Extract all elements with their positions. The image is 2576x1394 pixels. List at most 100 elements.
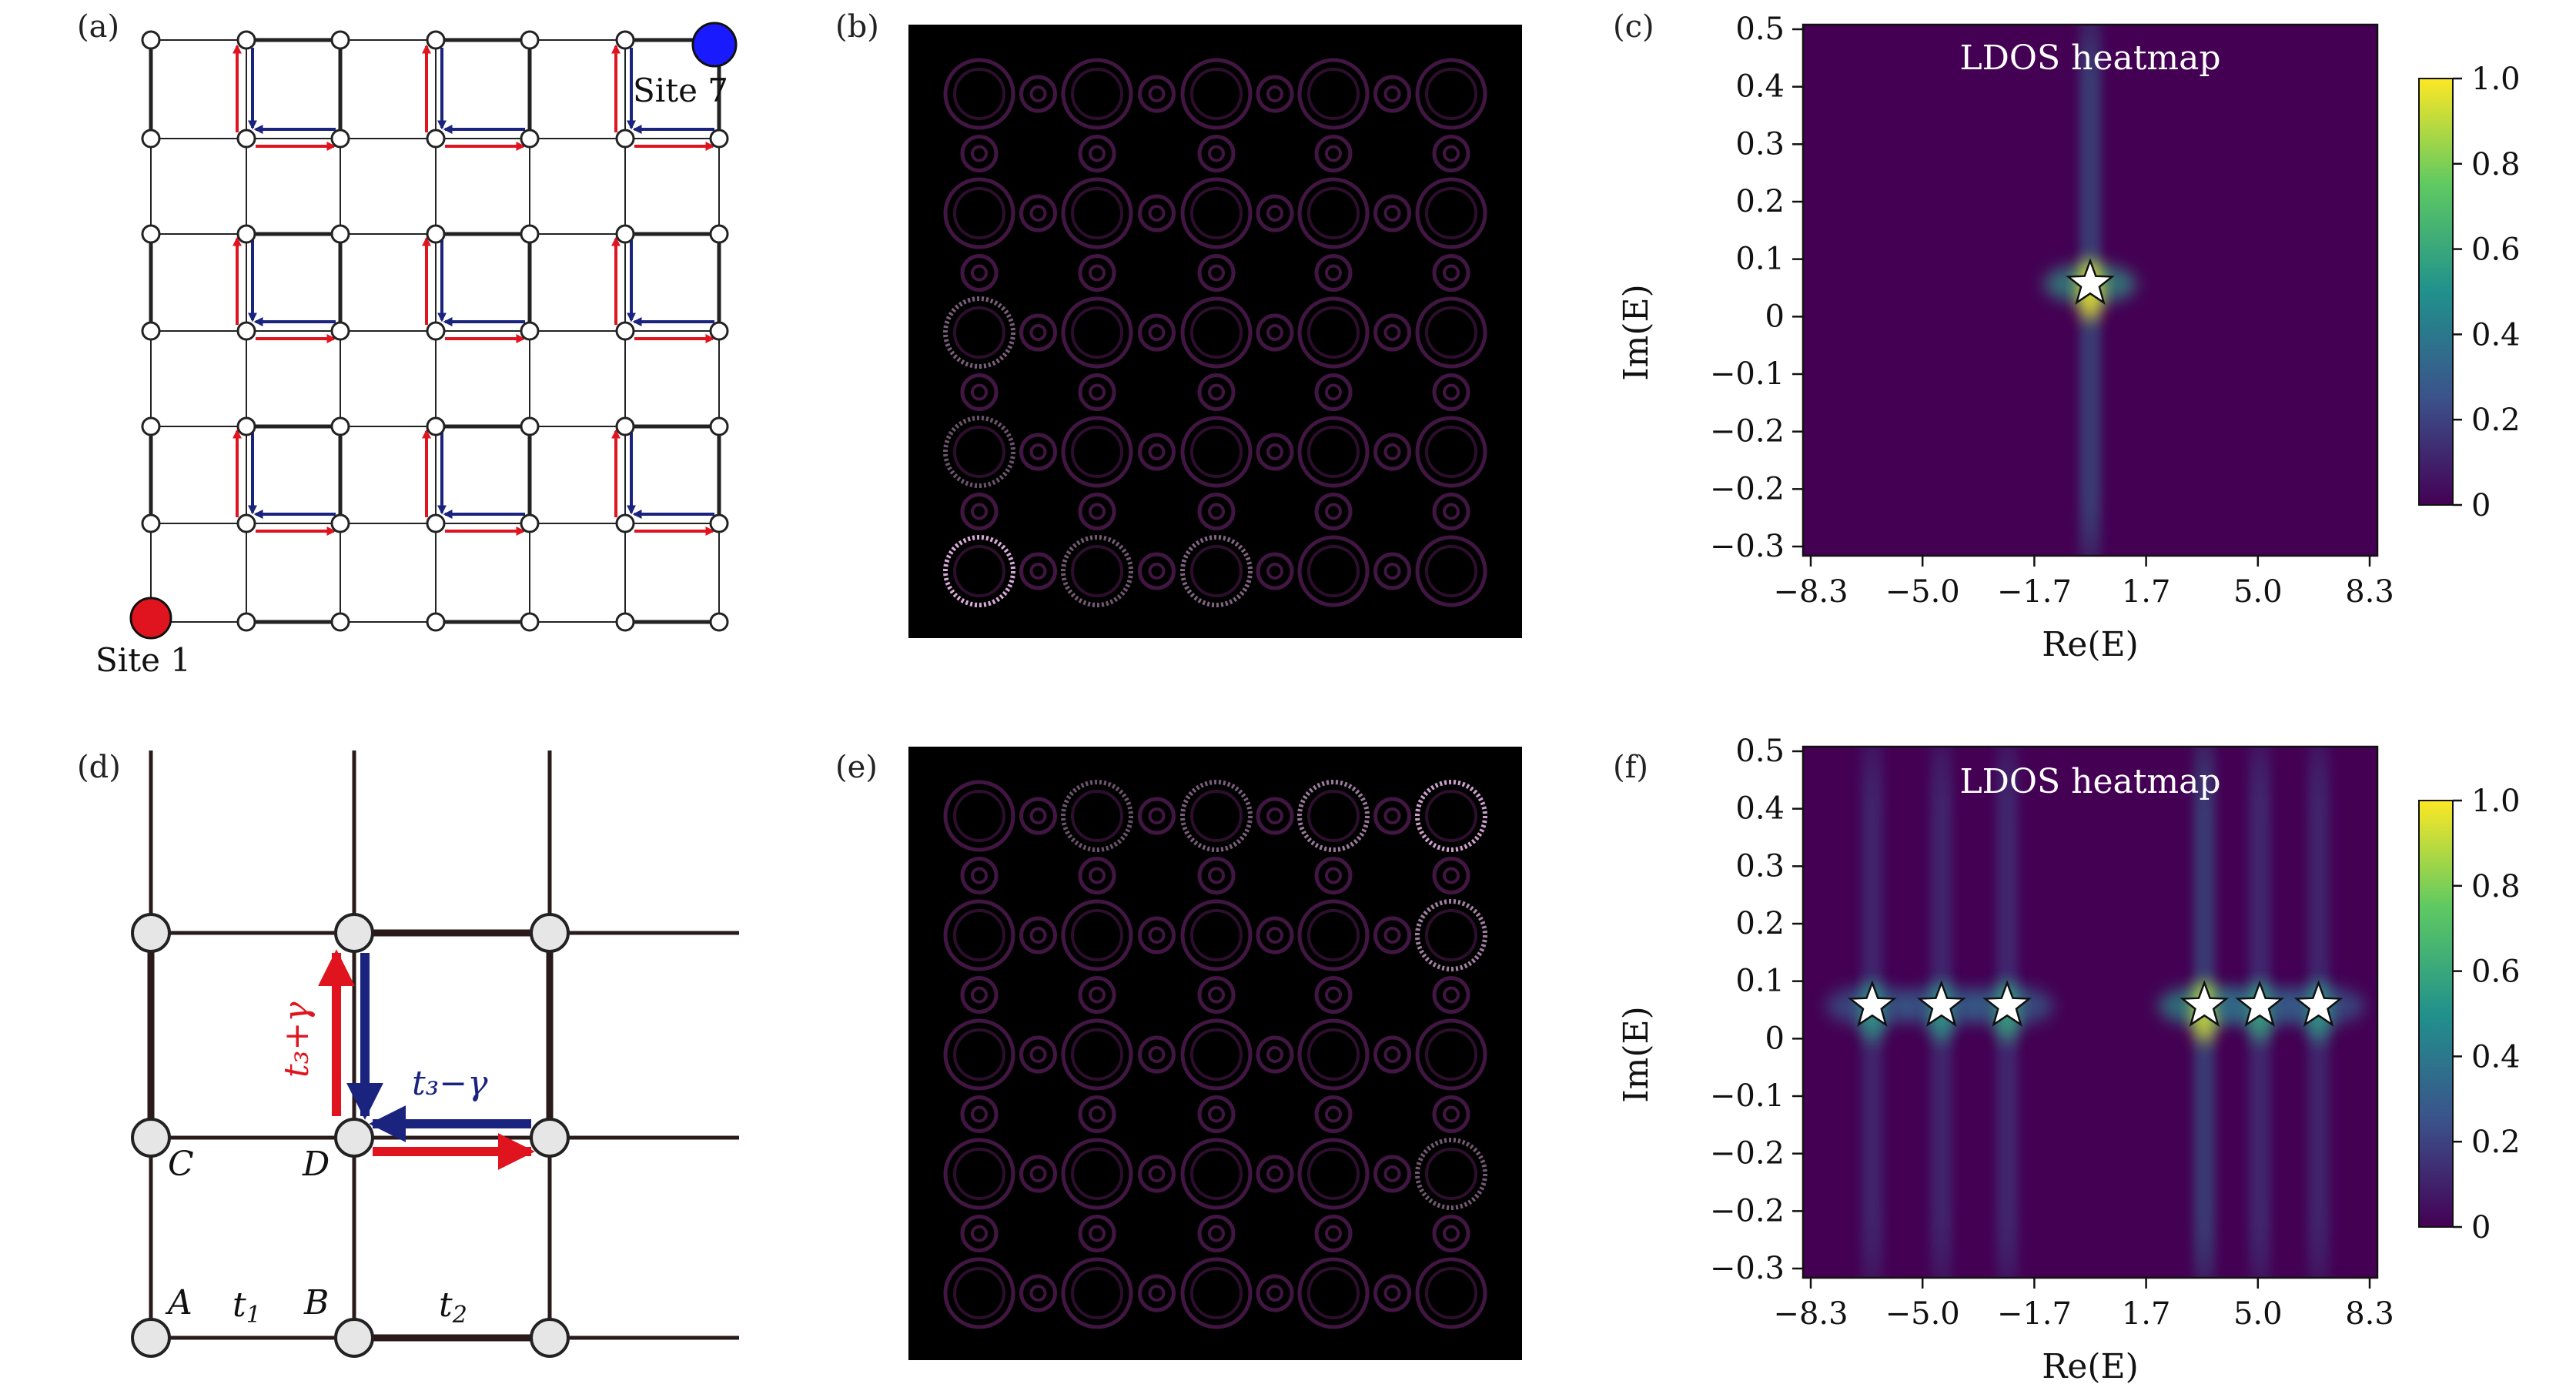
- lattice-site: [141, 416, 161, 436]
- site-1-label: Site 1: [95, 641, 191, 679]
- link-ring: [1029, 807, 1047, 824]
- x-tick-label: 1.7: [2122, 1296, 2171, 1332]
- ring-resonator: [1297, 1257, 1370, 1329]
- x-tick-label: 5.0: [2233, 1296, 2283, 1332]
- site-label-d: D: [302, 1145, 330, 1184]
- lattice-site: [709, 129, 729, 149]
- link-ring: [1089, 383, 1106, 401]
- y-tick-label: 0.1: [1735, 964, 1785, 999]
- lattice-site: [236, 612, 256, 632]
- link-ring: [1197, 135, 1236, 172]
- ring-resonator: [1425, 1148, 1477, 1200]
- ring-array-e: [943, 780, 1487, 1329]
- link-ring: [1256, 1035, 1294, 1074]
- ring-resonator: [953, 909, 1005, 961]
- ring-resonator: [1190, 68, 1243, 120]
- link-ring: [1208, 986, 1225, 1004]
- link-ring: [1138, 552, 1176, 590]
- x-tick-label: 1.7: [2122, 574, 2171, 610]
- ring-resonator: [1425, 909, 1477, 961]
- link-ring: [1019, 313, 1057, 352]
- ring-resonator: [1071, 1267, 1123, 1319]
- y-tick-label: 0.3: [1735, 126, 1785, 162]
- ring-resonator: [1180, 58, 1253, 130]
- link-ring: [1383, 443, 1401, 460]
- ring-resonator: [1415, 416, 1487, 488]
- ring-resonator: [1061, 780, 1133, 852]
- link-ring: [1208, 264, 1225, 282]
- link-ring: [1256, 75, 1294, 113]
- ring-resonator: [1061, 296, 1133, 369]
- colorbar-f: [2418, 800, 2454, 1228]
- ring-resonator: [1061, 535, 1133, 607]
- link-ring: [1089, 1225, 1106, 1242]
- link-ring: [1029, 1285, 1047, 1302]
- colorbar-tick-label: 0.6: [2471, 232, 2521, 268]
- y-tick-label: −0.3: [1710, 529, 1785, 564]
- eigenvalue-star-marker: [1847, 980, 1897, 1028]
- eigenvalue-star-marker: [2066, 258, 2115, 306]
- link-ring: [1148, 563, 1166, 580]
- link-ring: [1383, 205, 1401, 222]
- link-ring: [1197, 976, 1236, 1014]
- site-7-marker: [691, 22, 738, 68]
- ring-resonator: [943, 780, 1015, 852]
- ring-resonator: [1297, 58, 1370, 130]
- link-ring: [1443, 1225, 1460, 1242]
- plot-frame: [1802, 23, 2379, 557]
- site-7-label: Site 7: [633, 72, 728, 109]
- link-ring: [1373, 313, 1411, 352]
- link-ring: [1373, 433, 1411, 471]
- y-tick-label: −0.1: [1710, 1078, 1785, 1114]
- x-tick-label: 8.3: [2345, 574, 2394, 610]
- link-ring: [1266, 324, 1283, 341]
- link-ring: [960, 857, 999, 894]
- panel-label-f: (f): [1613, 750, 1648, 785]
- y-axis-label: Im(E): [1617, 1006, 1656, 1103]
- y-tick-label: 0.5: [1735, 734, 1785, 769]
- link-ring: [1325, 264, 1342, 282]
- colorbar-tick-label: 0.2: [2471, 1125, 2521, 1160]
- link-ring: [1314, 1095, 1353, 1133]
- link-ring: [960, 1215, 999, 1252]
- ring-resonator: [1415, 177, 1487, 249]
- ring-resonator: [1190, 545, 1243, 597]
- link-ring: [1148, 1046, 1166, 1063]
- link-ring: [1373, 916, 1411, 954]
- y-tick-label: −0.2: [1710, 1136, 1785, 1172]
- ring-resonator: [1071, 545, 1123, 597]
- colorbar-tick-label: 0.8: [2471, 869, 2521, 904]
- ring-resonator: [1297, 296, 1370, 369]
- lattice-site: [236, 30, 256, 50]
- link-ring: [1443, 867, 1460, 884]
- lattice-site: [520, 321, 540, 341]
- link-ring: [971, 1105, 988, 1123]
- lattice-site: [426, 129, 446, 149]
- ring-resonator: [1307, 1148, 1360, 1200]
- lattice-site: [426, 321, 446, 341]
- x-tick-label: −8.3: [1773, 1296, 1848, 1332]
- ring-resonator: [953, 545, 1005, 597]
- ring-resonator: [1180, 780, 1253, 852]
- link-ring: [1256, 313, 1294, 352]
- link-ring: [1208, 867, 1225, 884]
- lattice-site: [330, 30, 350, 50]
- link-ring: [1138, 1274, 1176, 1312]
- ring-resonator: [1061, 1018, 1133, 1091]
- link-ring: [971, 1225, 988, 1242]
- panel-label-e: (e): [835, 750, 878, 785]
- ring-resonator: [1415, 1257, 1487, 1329]
- ring-resonator: [1061, 899, 1133, 971]
- link-ring: [1432, 1215, 1470, 1252]
- link-ring: [1373, 552, 1411, 590]
- ring-resonator: [1190, 306, 1243, 359]
- link-ring: [1019, 916, 1057, 954]
- link-ring: [971, 986, 988, 1004]
- link-ring: [1325, 1225, 1342, 1242]
- lattice-site: [141, 224, 161, 244]
- lattice-site: [709, 612, 729, 632]
- x-tick-label: −1.7: [1997, 574, 2072, 610]
- y-tick-label: 0.1: [1735, 242, 1785, 277]
- y-tick-label: 0.4: [1735, 791, 1785, 827]
- site-label-a: A: [165, 1283, 192, 1322]
